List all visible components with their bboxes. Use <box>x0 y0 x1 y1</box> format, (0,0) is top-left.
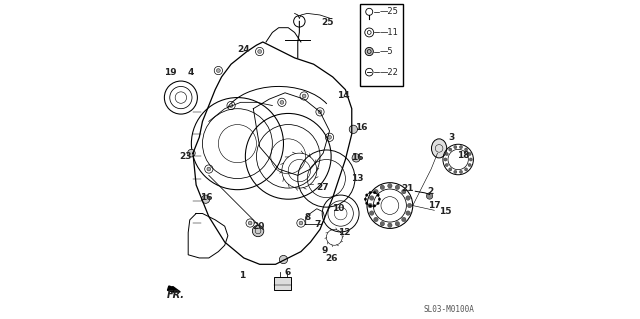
Circle shape <box>374 217 378 222</box>
Circle shape <box>369 191 371 194</box>
Circle shape <box>216 69 220 72</box>
Text: FR.: FR. <box>166 290 184 300</box>
Text: 6: 6 <box>284 268 291 277</box>
Text: 16: 16 <box>355 123 367 132</box>
Circle shape <box>377 194 380 197</box>
Text: 13: 13 <box>351 174 364 183</box>
Circle shape <box>279 256 287 264</box>
Circle shape <box>369 196 374 200</box>
Circle shape <box>380 221 385 226</box>
FancyArrow shape <box>168 286 180 292</box>
Circle shape <box>302 94 306 98</box>
Text: 8: 8 <box>304 213 310 222</box>
Circle shape <box>445 152 448 156</box>
Text: 16: 16 <box>200 193 213 202</box>
Text: —5: —5 <box>380 47 394 56</box>
Circle shape <box>378 198 381 200</box>
Circle shape <box>365 202 368 204</box>
Circle shape <box>460 170 463 174</box>
Circle shape <box>374 189 378 194</box>
Text: SL03-M0100A: SL03-M0100A <box>423 305 474 314</box>
Text: 12: 12 <box>339 228 351 237</box>
Circle shape <box>388 223 392 227</box>
Circle shape <box>349 125 358 133</box>
Circle shape <box>395 185 399 189</box>
Circle shape <box>380 185 385 189</box>
Text: —11: —11 <box>380 28 399 37</box>
Circle shape <box>468 163 471 167</box>
Text: 23: 23 <box>180 152 192 161</box>
Circle shape <box>426 193 433 199</box>
Circle shape <box>460 145 463 149</box>
Circle shape <box>365 48 373 56</box>
Circle shape <box>465 168 468 171</box>
Circle shape <box>318 110 322 114</box>
Text: 3: 3 <box>449 133 455 142</box>
Text: 4: 4 <box>188 68 194 77</box>
Circle shape <box>465 148 468 151</box>
Circle shape <box>202 195 210 203</box>
Circle shape <box>369 211 374 215</box>
Circle shape <box>368 203 372 208</box>
Text: 26: 26 <box>326 254 338 263</box>
Circle shape <box>299 221 303 225</box>
Circle shape <box>207 167 211 171</box>
Circle shape <box>401 189 406 194</box>
Circle shape <box>373 204 376 207</box>
Circle shape <box>252 225 264 237</box>
Circle shape <box>328 135 332 139</box>
Text: 2: 2 <box>427 187 433 196</box>
Circle shape <box>388 184 392 188</box>
Text: —22: —22 <box>380 68 399 77</box>
Circle shape <box>407 203 412 208</box>
Circle shape <box>258 50 262 53</box>
Text: 21: 21 <box>401 184 413 193</box>
Text: 25: 25 <box>322 19 334 27</box>
Circle shape <box>395 221 399 226</box>
Circle shape <box>188 149 195 157</box>
Circle shape <box>444 158 447 161</box>
Text: 24: 24 <box>237 45 250 55</box>
Circle shape <box>377 202 380 204</box>
Circle shape <box>445 163 448 167</box>
Text: 16: 16 <box>351 153 364 162</box>
Circle shape <box>406 196 410 200</box>
Circle shape <box>369 204 371 207</box>
Circle shape <box>449 168 452 171</box>
Text: 20: 20 <box>252 222 264 231</box>
Circle shape <box>469 158 472 161</box>
Text: 1: 1 <box>239 271 245 280</box>
Circle shape <box>454 170 457 174</box>
Circle shape <box>449 148 452 151</box>
Text: 27: 27 <box>316 183 328 192</box>
Ellipse shape <box>431 139 447 158</box>
Circle shape <box>401 217 406 222</box>
Circle shape <box>365 194 368 197</box>
Text: 17: 17 <box>428 201 441 210</box>
Bar <box>274 277 291 290</box>
Text: —25: —25 <box>380 7 399 16</box>
Circle shape <box>364 198 367 200</box>
Circle shape <box>352 154 360 162</box>
Circle shape <box>229 104 233 108</box>
Circle shape <box>280 100 284 104</box>
Circle shape <box>248 221 252 225</box>
Text: 9: 9 <box>321 246 328 255</box>
Text: 14: 14 <box>337 92 350 100</box>
Text: 15: 15 <box>438 207 451 216</box>
Text: 18: 18 <box>458 151 470 160</box>
Circle shape <box>468 152 471 156</box>
Bar <box>360 4 403 86</box>
Circle shape <box>454 145 457 149</box>
Text: 10: 10 <box>332 204 344 212</box>
Circle shape <box>373 191 376 194</box>
Text: 7: 7 <box>315 220 321 229</box>
Circle shape <box>406 211 410 215</box>
Text: 19: 19 <box>164 68 177 77</box>
